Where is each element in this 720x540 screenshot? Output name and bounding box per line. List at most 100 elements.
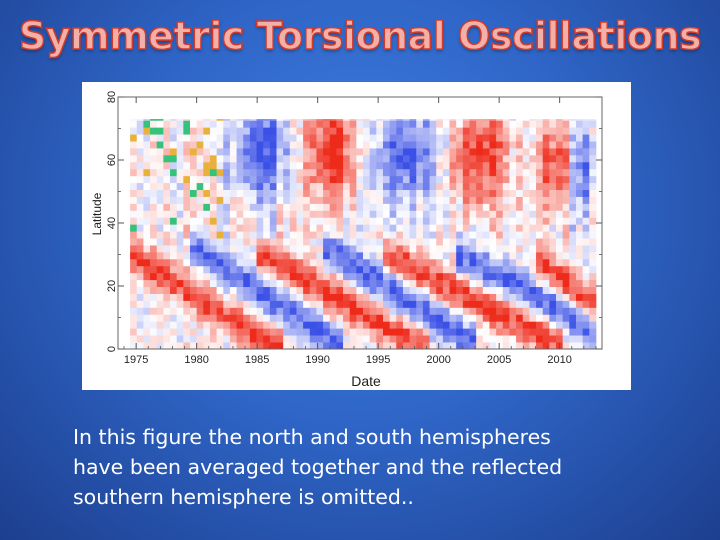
heatmap-cell — [209, 265, 218, 274]
heatmap-cell — [143, 119, 151, 121]
heatmap-cell — [536, 182, 544, 191]
heatmap-cell — [316, 251, 324, 260]
heatmap-cell — [229, 238, 237, 246]
heatmap-cell — [289, 293, 297, 301]
heatmap-cell — [376, 120, 384, 128]
heatmap-cell — [203, 231, 211, 239]
heatmap-cell — [449, 314, 457, 322]
heatmap-cell — [316, 258, 324, 267]
heatmap-cell — [256, 245, 264, 253]
heatmap-cell — [223, 141, 231, 149]
heatmap-cell — [356, 134, 364, 142]
heatmap-cell — [589, 279, 597, 288]
heatmap-cell — [296, 168, 304, 177]
heatmap-cell — [556, 175, 564, 184]
heatmap-cell — [396, 245, 404, 253]
heatmap-cell — [343, 231, 351, 239]
heatmap-cell — [183, 321, 191, 329]
heatmap-cell — [343, 265, 351, 274]
heatmap-cell — [449, 134, 457, 142]
heatmap-cell — [556, 231, 564, 239]
heatmap-cell — [389, 168, 397, 177]
heatmap-cell — [276, 335, 284, 343]
heatmap-cell — [542, 238, 550, 246]
heatmap-cell — [229, 148, 237, 156]
heatmap-cell — [396, 231, 404, 239]
heatmap-cell — [283, 286, 291, 294]
heatmap-cell — [176, 342, 184, 350]
heatmap-cell — [269, 154, 277, 163]
heatmap-cell — [183, 272, 191, 281]
heatmap-cell — [189, 279, 198, 288]
heatmap-cell — [150, 335, 158, 343]
heatmap-cell — [189, 134, 198, 142]
heatmap-cell — [516, 154, 524, 163]
heatmap-cell — [243, 189, 251, 197]
heatmap-cell — [363, 258, 371, 267]
heatmap-cell — [183, 182, 191, 191]
heatmap-cell — [496, 141, 504, 149]
heatmap-cell — [476, 342, 484, 350]
heatmap-cell — [256, 154, 264, 163]
heatmap-cell — [256, 127, 264, 135]
heatmap-cell — [429, 148, 437, 156]
heatmap-cell — [229, 224, 237, 232]
heatmap-cell — [136, 154, 144, 163]
heatmap-cell — [369, 265, 377, 274]
heatmap-cell — [170, 217, 178, 225]
heatmap-cell — [236, 196, 244, 204]
heatmap-cell — [436, 119, 444, 121]
heatmap-cell — [376, 258, 384, 267]
heatmap-cell — [549, 203, 557, 211]
heatmap-cell — [482, 210, 490, 218]
heatmap-cell — [209, 127, 218, 135]
heatmap-cell — [469, 307, 477, 315]
heatmap-cell — [249, 307, 257, 315]
heatmap-cell — [575, 189, 584, 197]
heatmap-cell — [303, 265, 311, 274]
heatmap-cell — [163, 148, 171, 156]
heatmap-cell — [449, 245, 457, 253]
heatmap-cell — [309, 265, 317, 274]
heatmap-cell — [130, 307, 138, 315]
heatmap-cell — [476, 300, 484, 308]
heatmap-cell — [496, 321, 504, 329]
heatmap-cell — [522, 279, 530, 288]
heatmap-cell — [436, 245, 444, 253]
x-tick-label: 2000 — [426, 354, 450, 366]
heatmap-cell — [236, 161, 244, 170]
heatmap-cell — [382, 127, 391, 135]
heatmap-cell — [183, 286, 191, 294]
heatmap-cell — [343, 175, 351, 184]
heatmap-cell — [569, 217, 577, 225]
heatmap-cell — [462, 148, 470, 156]
heatmap-cell — [196, 265, 204, 274]
heatmap-cell — [382, 217, 391, 225]
heatmap-cell — [422, 120, 430, 128]
heatmap-cell — [303, 189, 311, 197]
heatmap-cell — [256, 335, 264, 343]
heatmap-cell — [582, 175, 590, 184]
heatmap-cell — [156, 286, 164, 294]
heatmap-cell — [130, 203, 138, 211]
heatmap-cell — [323, 196, 331, 204]
heatmap-cell — [256, 258, 264, 267]
heatmap-cell — [496, 251, 504, 260]
heatmap-cell — [469, 127, 477, 135]
heatmap-cell — [469, 286, 477, 294]
heatmap-cell — [422, 307, 430, 315]
heatmap-cell — [189, 141, 198, 149]
heatmap-cell — [502, 120, 510, 128]
heatmap-cell — [189, 217, 198, 225]
heatmap-cell — [289, 182, 297, 191]
heatmap-cell — [549, 196, 557, 204]
heatmap-cell — [575, 120, 584, 128]
heatmap-cell — [442, 196, 450, 204]
heatmap-cell — [363, 217, 371, 225]
heatmap-cell — [170, 231, 178, 239]
heatmap-cell — [209, 307, 218, 315]
heatmap-cell — [562, 224, 570, 232]
heatmap-cell — [422, 272, 430, 281]
heatmap-cell — [196, 272, 204, 281]
heatmap-cell — [356, 328, 364, 336]
